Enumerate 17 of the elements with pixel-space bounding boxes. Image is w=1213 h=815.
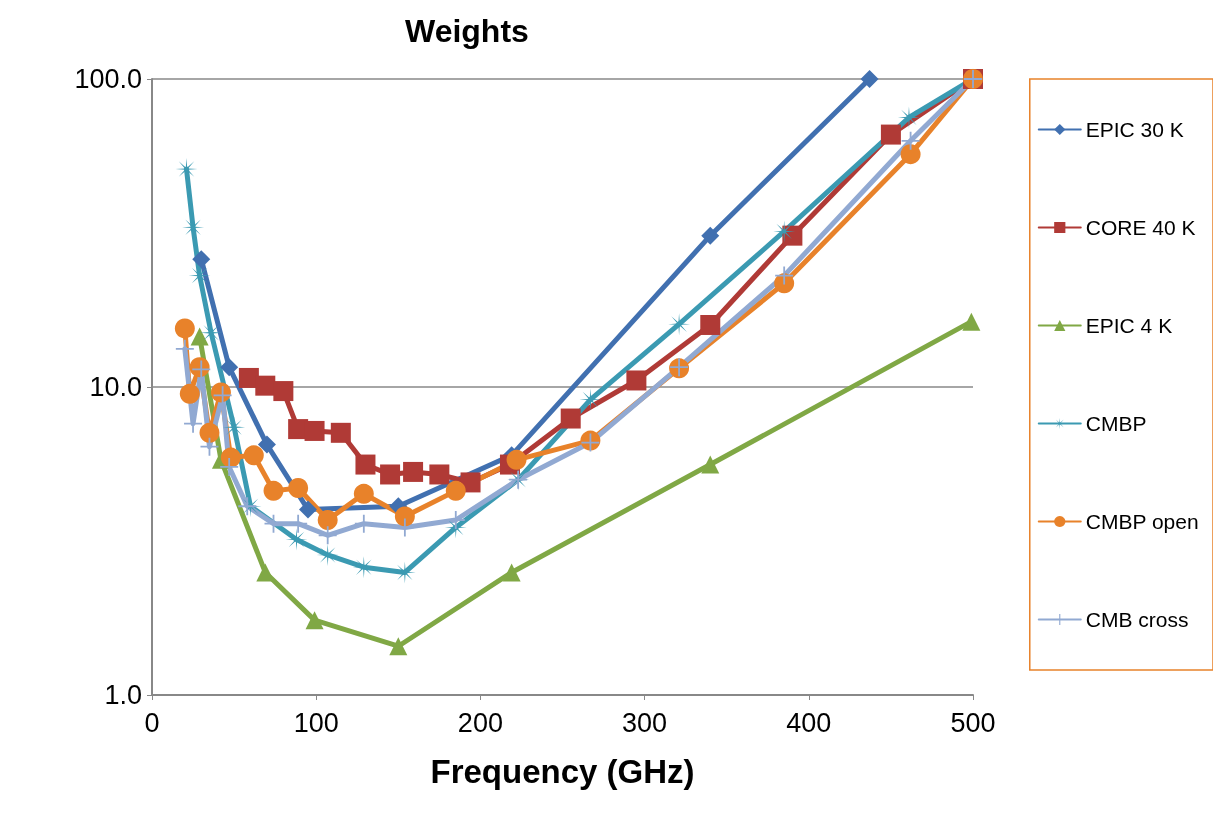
legend-label: CORE 40 K bbox=[1085, 216, 1196, 239]
legend-label: EPIC 4 K bbox=[1085, 314, 1173, 337]
x-tick-label: 200 bbox=[457, 707, 503, 738]
x-tick-label: 300 bbox=[622, 707, 668, 738]
x-tick-label: 0 bbox=[144, 707, 160, 738]
legend-label: EPIC 30 K bbox=[1085, 118, 1184, 141]
x-tick-label: 100 bbox=[293, 707, 339, 738]
chart-title: Weights bbox=[405, 13, 529, 49]
x-tick-label: 500 bbox=[950, 707, 996, 738]
x-tick-label: 400 bbox=[786, 707, 832, 738]
legend-label: CMBP bbox=[1085, 412, 1147, 435]
y-tick-label: 100.0 bbox=[74, 64, 142, 94]
y-tick-label: 10.0 bbox=[89, 372, 142, 402]
legend-label: CMB cross bbox=[1085, 608, 1189, 631]
x-axis-title: Frequency (GHz) bbox=[430, 753, 695, 790]
y-tick-label: 1.0 bbox=[104, 680, 142, 710]
legend-label: CMBP open bbox=[1085, 510, 1199, 533]
